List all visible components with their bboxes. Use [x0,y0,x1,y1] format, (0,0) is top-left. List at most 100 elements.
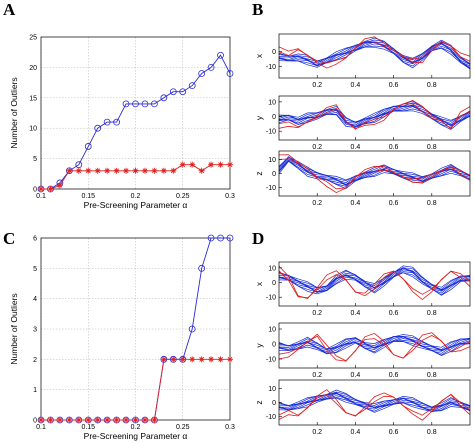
data-point-circle [94,124,102,132]
y-tick-label: 10 [268,265,276,272]
data-point-star [170,167,177,174]
data-point-star [160,167,167,174]
subplot-z: 10 0 -10 0.2 0.4 0.6 0.8 z [254,150,471,207]
y-tick-label: 0 [33,418,37,425]
y-tick-label: 10 [29,126,37,133]
x-tick-label: 0.15 [81,424,95,431]
y-tick-label: -10 [266,295,276,302]
x-tick-label: 0.8 [427,310,437,317]
data-point-star [151,167,158,174]
y-axis-label: z [254,171,264,175]
y-tick-label: -10 [266,129,276,136]
x-tick-label: 0.2 [312,144,322,151]
x-tick-label: 0.25 [176,193,190,200]
data-point-star [208,356,215,363]
data-point-star [85,417,92,423]
normal-trace [278,108,471,128]
y-axis-label: x [254,281,264,286]
y-tick-label: 0 [272,114,276,121]
data-point-star [47,186,54,192]
x-tick-label: 0.6 [389,310,399,317]
data-point-star [47,417,54,423]
x-tick-label: 0.2 [312,372,322,379]
y-tick-label: 15 [29,95,37,102]
y-axis-label: y [254,115,264,120]
data-point-star [113,417,120,423]
y-tick-label: 5 [33,156,37,163]
x-tick-label: 0.2 [131,193,141,200]
y-tick-label: 0 [272,171,276,178]
x-tick-label: 0.4 [351,372,361,379]
panel-letter-b: B [252,0,263,19]
normal-trace [278,41,471,67]
plot-frame [278,95,471,141]
x-tick-label: 0.8 [427,429,437,436]
x-tick-label: 0.6 [389,82,399,89]
data-point-star [208,161,215,168]
plot-frame [278,322,471,369]
y-tick-label: 5 [33,266,37,273]
y-tick-label: 3 [33,327,37,334]
outlier-trace [278,103,471,130]
data-point-star [38,186,44,192]
data-point-circle [198,70,206,77]
data-point-circle [179,88,187,96]
outlier-trace [278,158,471,194]
data-point-star [217,161,224,168]
data-point-circle [113,118,120,126]
normal-trace [278,156,471,182]
data-point-star [66,167,73,174]
subplot-y: 10 0 -10 0.2 0.4 0.6 0.8 y [254,95,471,151]
data-point-star [141,167,148,174]
normal-trace [278,105,471,128]
x-tick-label: 0.3 [225,424,235,431]
data-point-star [179,356,186,363]
plot-frame [278,150,471,197]
data-point-star [94,167,101,174]
x-tick-label: 0.2 [131,424,141,431]
x-tick-label: 0.25 [176,424,190,431]
data-point-circle [217,234,224,242]
x-tick-label: 0.4 [351,82,361,89]
data-point-star [132,167,139,174]
outlier-trace [278,40,471,69]
plot-frame [278,261,471,307]
subplot-x: 0 -10 0.2 0.4 0.6 0.8 x [254,33,471,89]
y-tick-label: 4 [33,296,37,303]
data-point-circle [103,118,111,126]
panel-letter-d: D [252,229,264,248]
data-point-star [104,417,111,423]
y-tick-label: 6 [33,236,37,243]
data-point-circle [150,100,158,108]
normal-trace [278,336,470,352]
x-tick-label: 0.15 [81,193,95,200]
plot-frame [40,36,231,190]
normal-trace [278,102,471,123]
chart-a: 0 5 10 15 20 25 0.1 0.15 0.2 0.25 0.3 Pre-Screening… [9,35,235,211]
data-point-circle [160,94,168,102]
data-point-star [227,161,233,168]
x-tick-label: 0.2 [312,429,322,436]
x-tick-label: 0.1 [36,424,46,431]
data-point-star [189,356,196,363]
x-tick-label: 0.4 [351,429,361,436]
outlier-trace [278,335,471,362]
x-tick-label: 0.2 [312,200,322,207]
x-tick-label: 0.4 [351,144,361,151]
y-tick-label: -10 [266,414,276,421]
panel-letter-c: C [3,229,15,248]
normal-trace [278,104,471,124]
y-tick-label: -10 [266,357,276,364]
x-tick-label: 0.8 [427,144,437,151]
y-axis-label: y [254,343,264,348]
data-point-star [66,417,73,423]
data-point-star [104,167,111,174]
normal-trace [278,160,471,185]
data-point-star [132,417,139,423]
subplot-x: 10 0 -10 0.2 0.4 0.6 0.8 x [254,261,471,317]
normal-trace [278,41,471,65]
y-axis-label: x [254,53,264,58]
data-point-star [123,167,130,174]
x-tick-label: 0.4 [351,200,361,207]
y-tick-label: 2 [33,357,37,364]
